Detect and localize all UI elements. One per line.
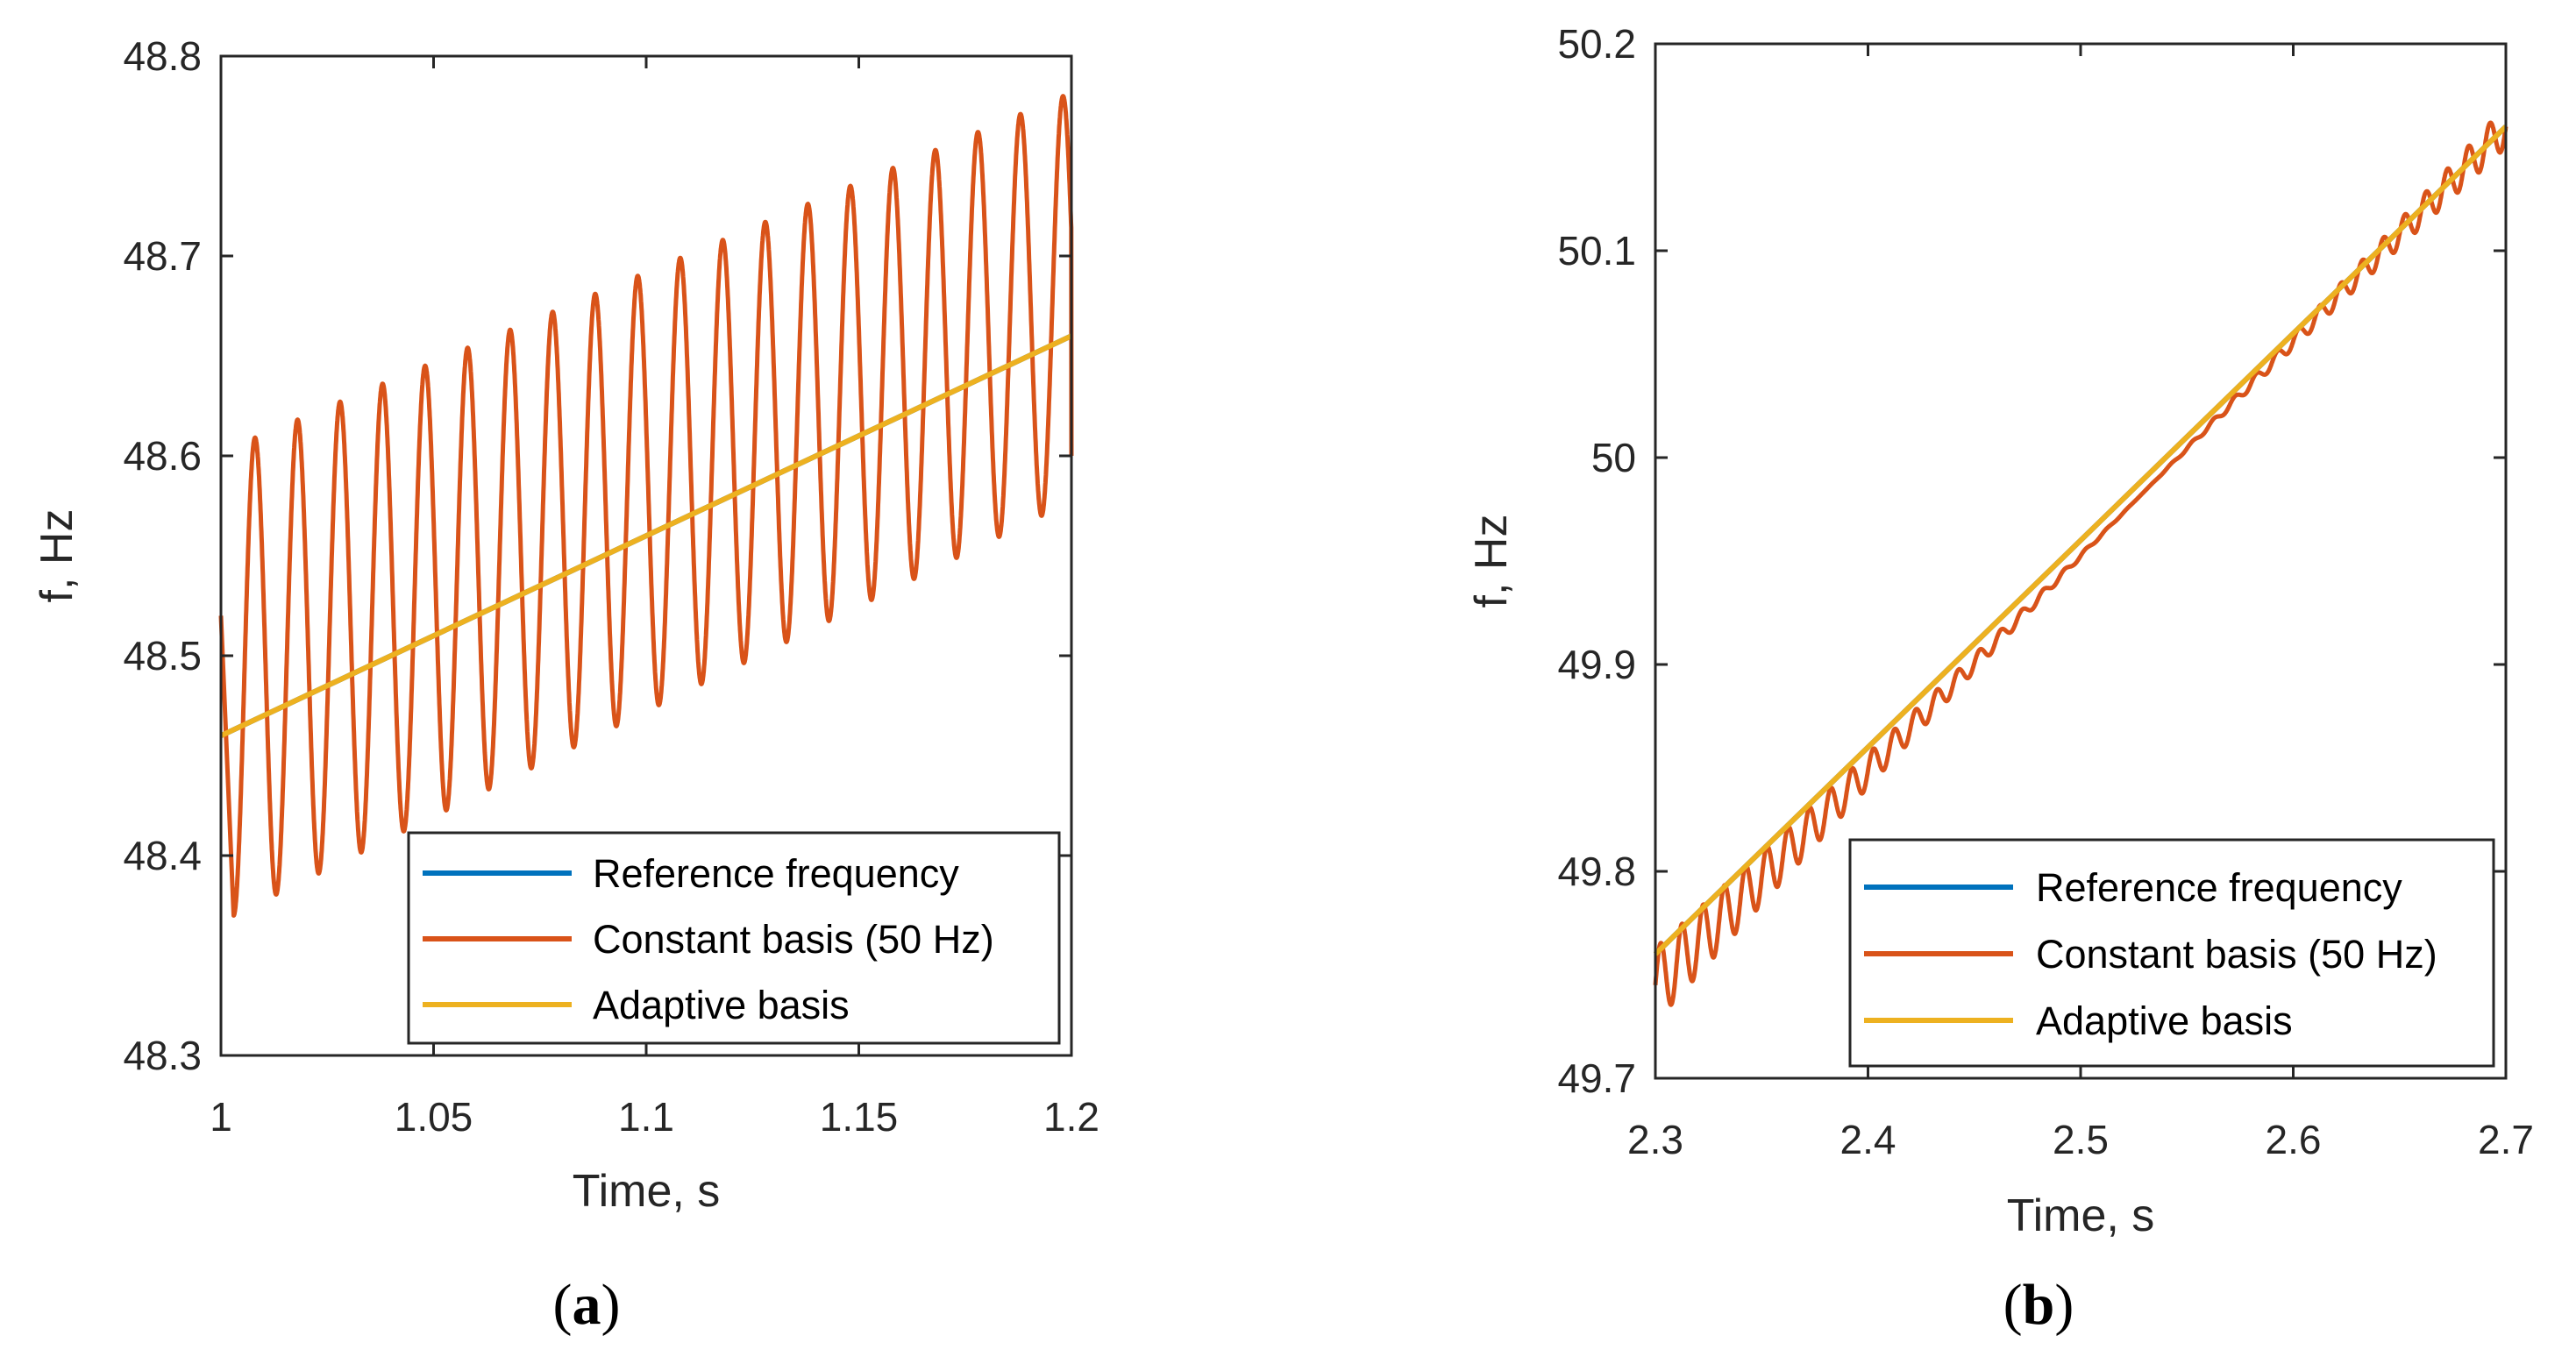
series-lines-b bbox=[1653, 120, 2508, 1007]
y-tick-label: 48.7 bbox=[123, 233, 202, 279]
y-tick-label: 48.4 bbox=[123, 833, 202, 878]
x-tick-label: 1.05 bbox=[395, 1094, 473, 1140]
x-axis-title-a: Time, s bbox=[573, 1166, 721, 1217]
panel-letter-a: a bbox=[573, 1273, 601, 1337]
series-lines-a bbox=[218, 94, 1074, 918]
x-tick-label: 1.1 bbox=[618, 1094, 674, 1140]
chart-panel-a: 1 1.05 1.1 1.15 1.2 48.3 48.4 48.5 48.6 … bbox=[32, 33, 1099, 1337]
panel-label-b: (b) bbox=[2003, 1273, 2074, 1337]
x-tick-label: 1.15 bbox=[820, 1094, 899, 1140]
y-tick-label: 50.2 bbox=[1557, 21, 1636, 67]
legend-label-constant: Constant basis (50 Hz) bbox=[593, 917, 994, 962]
series-line-adaptive-basis bbox=[219, 333, 1073, 738]
series-line-constant-basis-50-hz bbox=[218, 94, 1074, 918]
y-tick-label: 49.7 bbox=[1557, 1055, 1636, 1101]
panel-label-a: (a) bbox=[553, 1273, 621, 1337]
ticks-a bbox=[219, 54, 1073, 1057]
series-line-constant-basis-50-hz bbox=[1653, 120, 2508, 1007]
x-tick-label: 2.7 bbox=[2478, 1117, 2534, 1162]
y-axis-title-b: f, Hz bbox=[1466, 515, 1517, 608]
y-tick-label: 48.5 bbox=[123, 633, 202, 678]
legend-label-constant: Constant basis (50 Hz) bbox=[2036, 932, 2437, 977]
legend-a: Reference frequency Constant basis (50 H… bbox=[407, 831, 1061, 1045]
y-tick-label: 48.8 bbox=[123, 33, 202, 79]
chart-panel-b: 2.3 2.4 2.5 2.6 2.7 49.7 49.8 49.9 50 50… bbox=[1466, 21, 2534, 1337]
y-tick-label: 48.6 bbox=[123, 433, 202, 479]
x-tick-label: 1.2 bbox=[1043, 1094, 1099, 1140]
legend-label-adaptive: Adaptive basis bbox=[2036, 998, 2293, 1043]
legend-label-reference: Reference frequency bbox=[2036, 865, 2402, 910]
legend-b: Reference frequency Constant basis (50 H… bbox=[1848, 838, 2495, 1068]
series-line-adaptive-basis bbox=[1653, 124, 2508, 956]
x-axis-title-b: Time, s bbox=[2007, 1190, 2155, 1241]
x-tick-label: 2.4 bbox=[1840, 1117, 1896, 1162]
y-tick-label: 48.3 bbox=[123, 1033, 202, 1078]
x-tick-label: 2.5 bbox=[2053, 1117, 2109, 1162]
y-axis-title-a: f, Hz bbox=[32, 509, 82, 603]
legend-label-reference: Reference frequency bbox=[593, 851, 959, 896]
y-tick-label: 50.1 bbox=[1557, 228, 1636, 274]
y-tick-label: 49.9 bbox=[1557, 642, 1636, 687]
x-tick-label: 2.3 bbox=[1627, 1117, 1683, 1162]
y-tick-label: 49.8 bbox=[1557, 849, 1636, 894]
x-tick-label: 2.6 bbox=[2266, 1117, 2322, 1162]
y-tick-label: 50 bbox=[1591, 435, 1636, 480]
x-tick-label: 1 bbox=[210, 1094, 232, 1140]
legend-label-adaptive: Adaptive basis bbox=[593, 983, 850, 1027]
panel-letter-b: b bbox=[2023, 1273, 2055, 1337]
ticks-b bbox=[1654, 42, 2508, 1080]
